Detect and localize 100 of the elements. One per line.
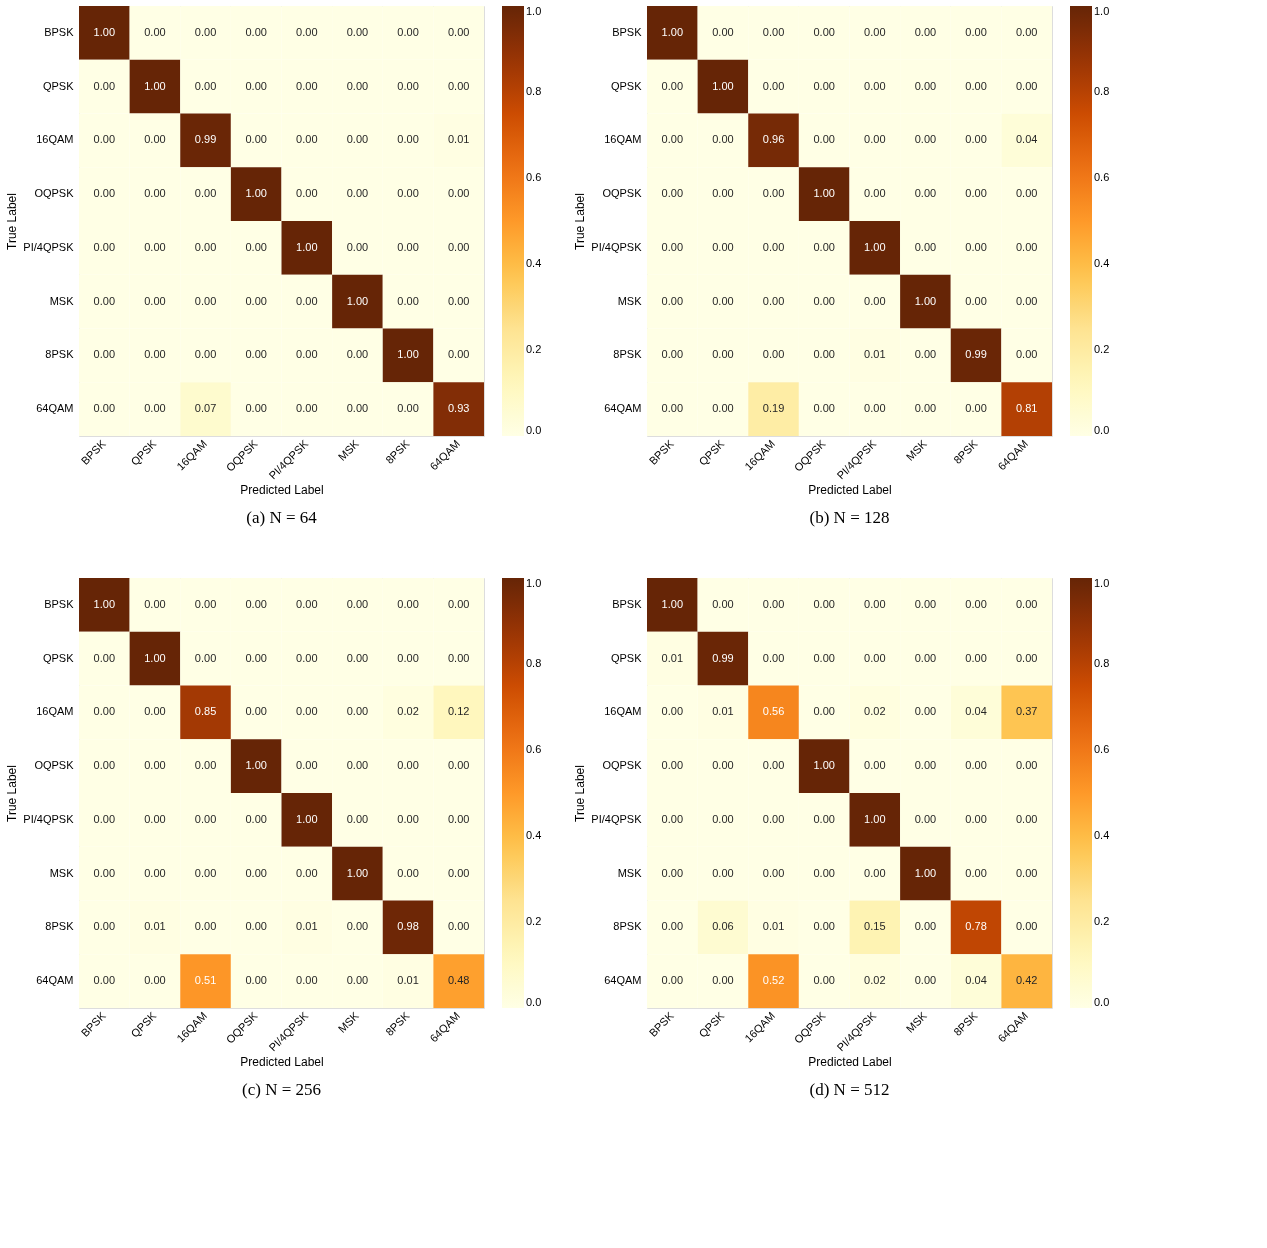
y-axis-title: True Label <box>573 193 588 250</box>
data-label: 0.00 <box>864 651 886 664</box>
data-label: 1.00 <box>144 79 166 92</box>
data-label: 0.00 <box>346 759 369 772</box>
data-label: 0.00 <box>93 402 116 415</box>
data-label: 0.56 <box>762 705 785 718</box>
data-label: 0.00 <box>965 651 987 664</box>
data-label: 0.00 <box>447 866 470 879</box>
data-label: 0.00 <box>447 79 470 92</box>
data-label: 0.00 <box>813 25 835 38</box>
y-tick-label: 16QAM <box>36 705 74 718</box>
data-label: 0.00 <box>245 25 267 38</box>
data-label: 0.00 <box>864 759 886 772</box>
data-label: 0.00 <box>245 402 267 415</box>
data-label: 0.00 <box>144 812 166 825</box>
data-label: 0.00 <box>194 759 217 772</box>
color-bar-label: 0.4 <box>1094 829 1110 841</box>
data-label: 0.00 <box>144 759 166 772</box>
data-label: 0.00 <box>813 79 835 92</box>
data-label: 0.00 <box>1015 651 1038 664</box>
data-label: 1.00 <box>397 348 419 361</box>
text: (d) N = 512 <box>809 1079 890 1099</box>
data-label: 0.99 <box>194 133 217 146</box>
data-label: 0.00 <box>762 348 785 361</box>
data-label: 0.00 <box>144 133 166 146</box>
data-label: 0.00 <box>914 402 937 415</box>
data-label: 0.00 <box>762 651 785 664</box>
text: (b) N = 128 <box>809 507 890 527</box>
data-label: 0.00 <box>93 294 116 307</box>
data-label: 0.00 <box>397 133 419 146</box>
data-label: 0.00 <box>144 597 166 610</box>
data-label: 0.00 <box>194 348 217 361</box>
data-label: 0.00 <box>93 974 116 987</box>
data-label: 1.00 <box>296 240 318 253</box>
y-tick-label: OQPSK <box>602 187 643 200</box>
data-label: 0.00 <box>762 25 785 38</box>
color-bar-label: 1.0 <box>526 5 542 17</box>
y-tick-label: BPSK <box>612 597 643 610</box>
data-label: 0.00 <box>245 705 267 718</box>
y-axis-title: True Label <box>5 193 20 250</box>
data-label: 0.00 <box>194 79 217 92</box>
color-bar-label: 0.8 <box>526 85 542 97</box>
data-label: 0.00 <box>296 759 318 772</box>
x-axis-title: Predicted Label <box>808 483 892 498</box>
data-label: 0.00 <box>864 25 886 38</box>
data-label: 0.00 <box>965 79 987 92</box>
y-tick-label: 64QAM <box>36 974 74 987</box>
data-label: 0.00 <box>762 294 785 307</box>
data-label: 0.00 <box>762 79 785 92</box>
data-label: 0.01 <box>296 920 318 933</box>
color-bar-label: 0.4 <box>526 829 542 841</box>
data-label: 0.00 <box>813 651 835 664</box>
y-tick-label: MSK <box>617 866 643 879</box>
data-label: 1.00 <box>346 294 369 307</box>
data-label: 0.00 <box>965 25 987 38</box>
data-label: 0.00 <box>194 187 217 200</box>
data-label: 0.00 <box>661 920 684 933</box>
data-label: 0.00 <box>296 294 318 307</box>
color-bar-label: 0.4 <box>1094 257 1110 269</box>
y-tick-label: OQPSK <box>34 759 75 772</box>
data-label: 0.00 <box>712 812 734 825</box>
data-label: 0.00 <box>447 348 470 361</box>
data-label: 0.00 <box>661 187 684 200</box>
data-label: 0.00 <box>762 759 785 772</box>
data-label: 1.00 <box>93 25 116 38</box>
data-label: 0.00 <box>296 187 318 200</box>
data-label: 0.00 <box>93 79 116 92</box>
data-label: 0.99 <box>712 651 734 664</box>
data-label: 0.00 <box>661 402 684 415</box>
data-label: 0.00 <box>93 866 116 879</box>
data-label: 0.00 <box>965 759 987 772</box>
data-label: 0.00 <box>712 133 734 146</box>
data-label: 0.00 <box>245 974 267 987</box>
data-label: 0.01 <box>712 705 734 718</box>
data-label: 0.00 <box>864 133 886 146</box>
data-label: 0.19 <box>762 402 785 415</box>
data-label: 0.00 <box>813 133 835 146</box>
data-label: 0.00 <box>864 866 886 879</box>
data-label: 0.00 <box>296 79 318 92</box>
data-label: 1.00 <box>245 187 267 200</box>
data-label: 0.02 <box>864 705 886 718</box>
data-label: 0.00 <box>762 187 785 200</box>
data-label: 0.00 <box>661 294 684 307</box>
data-label: 0.00 <box>661 705 684 718</box>
data-label: 0.78 <box>965 920 987 933</box>
color-bar-label: 0.6 <box>1094 743 1110 755</box>
y-tick-label: 64QAM <box>604 402 642 415</box>
data-label: 0.00 <box>1015 240 1038 253</box>
data-label: 0.00 <box>144 974 166 987</box>
data-label: 0.00 <box>194 651 217 664</box>
y-tick-label: QPSK <box>42 651 75 664</box>
data-label: 1.00 <box>144 651 166 664</box>
y-tick-label: PI/4QPSK <box>23 812 75 825</box>
data-label: 0.00 <box>245 133 267 146</box>
y-axis-title: True Label <box>5 765 20 822</box>
data-label: 0.00 <box>965 597 987 610</box>
color-bar-label: 0.2 <box>526 343 542 355</box>
data-label: 0.00 <box>813 597 835 610</box>
color-bar-label: 0.6 <box>526 743 542 755</box>
data-label: 0.00 <box>296 597 318 610</box>
